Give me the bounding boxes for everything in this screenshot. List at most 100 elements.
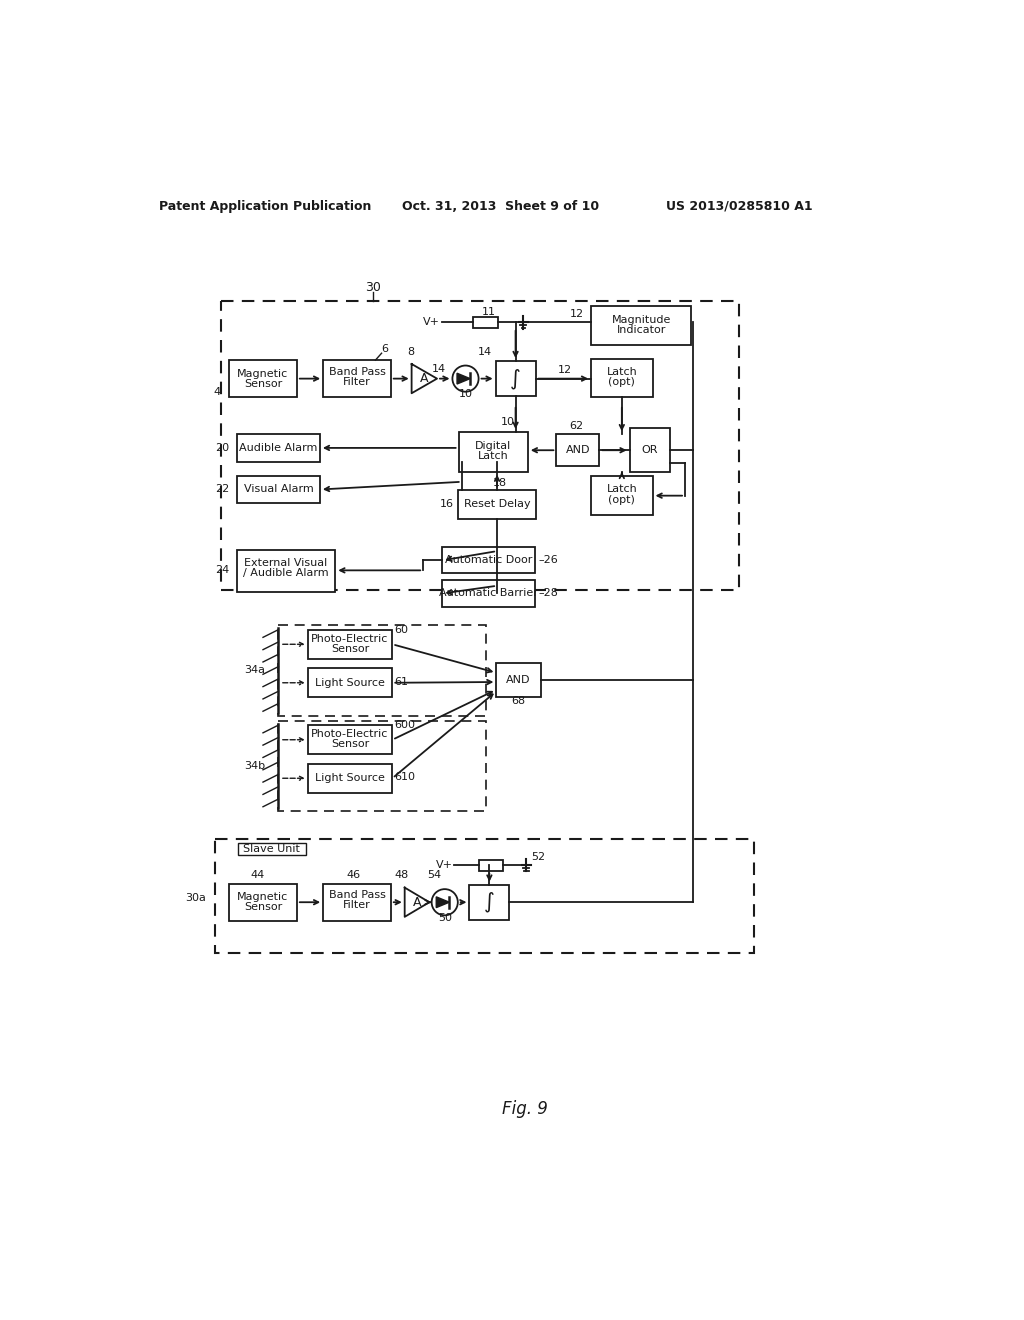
Text: 44: 44 <box>251 870 265 879</box>
Text: 30: 30 <box>366 281 381 294</box>
Text: / Audible Alarm: / Audible Alarm <box>244 568 329 578</box>
Bar <box>279 626 486 715</box>
Text: 8: 8 <box>408 347 415 358</box>
Bar <box>478 859 503 871</box>
Text: Magnitude: Magnitude <box>611 315 671 325</box>
Text: (opt): (opt) <box>608 376 635 387</box>
Text: Fig. 9: Fig. 9 <box>502 1101 548 1118</box>
Text: Magnetic: Magnetic <box>238 892 289 902</box>
Bar <box>442 548 535 573</box>
Bar <box>630 428 670 471</box>
Bar <box>307 668 392 697</box>
Bar <box>591 306 691 345</box>
Text: 24: 24 <box>215 565 229 576</box>
Text: ∫: ∫ <box>484 892 495 912</box>
Text: 10: 10 <box>459 389 472 399</box>
Text: Oct. 31, 2013  Sheet 9 of 10: Oct. 31, 2013 Sheet 9 of 10 <box>401 199 599 213</box>
Bar <box>497 663 541 697</box>
Bar <box>591 477 652 515</box>
Bar <box>229 884 297 921</box>
Text: Audible Alarm: Audible Alarm <box>240 444 317 453</box>
Text: 6: 6 <box>381 345 388 354</box>
Text: 4: 4 <box>214 387 220 397</box>
Text: 16: 16 <box>440 499 454 510</box>
Text: Sensor: Sensor <box>244 902 283 912</box>
Text: 61: 61 <box>394 677 408 686</box>
Text: 54: 54 <box>428 870 441 879</box>
Text: Magnetic: Magnetic <box>238 370 289 379</box>
Polygon shape <box>457 374 470 384</box>
Text: 60: 60 <box>394 624 408 635</box>
Text: Digital: Digital <box>475 441 511 450</box>
Text: Automatic Barrier: Automatic Barrier <box>439 589 538 598</box>
Bar <box>221 301 739 590</box>
Text: (opt): (opt) <box>608 495 635 504</box>
Bar <box>323 884 391 921</box>
Text: 46: 46 <box>347 870 360 879</box>
Text: 20: 20 <box>215 444 229 453</box>
Polygon shape <box>404 887 429 917</box>
Text: Latch: Latch <box>478 450 509 461</box>
Text: –28: –28 <box>539 589 558 598</box>
Text: 12: 12 <box>558 366 571 375</box>
Text: 18: 18 <box>494 478 507 488</box>
Bar <box>307 725 392 755</box>
Text: Band Pass: Band Pass <box>329 367 385 376</box>
Text: 62: 62 <box>569 421 584 430</box>
Text: Filter: Filter <box>343 376 371 387</box>
Text: External Visual: External Visual <box>245 557 328 568</box>
Bar <box>237 475 319 503</box>
Text: 48: 48 <box>394 870 409 879</box>
Text: Light Source: Light Source <box>315 774 385 783</box>
Bar <box>458 490 537 519</box>
Text: Automatic Door: Automatic Door <box>444 556 532 565</box>
Polygon shape <box>412 364 437 393</box>
Text: Sensor: Sensor <box>244 379 283 389</box>
Text: Indicator: Indicator <box>616 325 666 335</box>
Text: OR: OR <box>641 445 657 455</box>
Bar <box>229 360 297 397</box>
Text: 50: 50 <box>437 912 452 923</box>
Bar <box>442 581 535 607</box>
Text: Filter: Filter <box>343 900 371 911</box>
Bar <box>323 360 391 397</box>
Bar <box>279 721 486 812</box>
Text: V+: V+ <box>423 317 440 327</box>
Text: ∫: ∫ <box>510 368 521 389</box>
Text: Sensor: Sensor <box>331 644 369 653</box>
Text: 12: 12 <box>570 309 585 319</box>
Text: 610: 610 <box>394 772 415 783</box>
Bar <box>307 763 392 793</box>
Polygon shape <box>436 896 450 908</box>
Text: A: A <box>413 896 421 908</box>
Bar <box>237 434 319 462</box>
Text: AND: AND <box>565 445 590 455</box>
Text: V+: V+ <box>435 861 453 870</box>
Text: 10: 10 <box>501 417 515 426</box>
Text: 52: 52 <box>531 851 546 862</box>
Text: Latch: Latch <box>606 484 637 495</box>
Text: 34b: 34b <box>244 760 265 771</box>
Text: Light Source: Light Source <box>315 677 385 688</box>
Text: Sensor: Sensor <box>331 739 369 750</box>
Text: Slave Unit: Slave Unit <box>243 843 300 854</box>
Text: Latch: Latch <box>606 367 637 376</box>
Text: Patent Application Publication: Patent Application Publication <box>159 199 372 213</box>
Bar <box>215 840 755 953</box>
Bar <box>237 549 336 591</box>
Text: 11: 11 <box>481 308 496 317</box>
Text: Photo-Electric: Photo-Electric <box>311 634 389 644</box>
Bar <box>307 630 392 659</box>
Text: Photo-Electric: Photo-Electric <box>311 730 389 739</box>
Text: –26: –26 <box>539 556 558 565</box>
Text: Reset Delay: Reset Delay <box>464 499 530 510</box>
Text: A: A <box>420 372 428 385</box>
Bar <box>556 434 599 466</box>
Text: 34a: 34a <box>245 665 265 676</box>
Bar <box>469 884 509 920</box>
Text: 30a: 30a <box>185 892 206 903</box>
Bar <box>459 432 528 471</box>
Text: 600: 600 <box>394 721 415 730</box>
Text: US 2013/0285810 A1: US 2013/0285810 A1 <box>666 199 812 213</box>
Text: Band Pass: Band Pass <box>329 890 385 900</box>
